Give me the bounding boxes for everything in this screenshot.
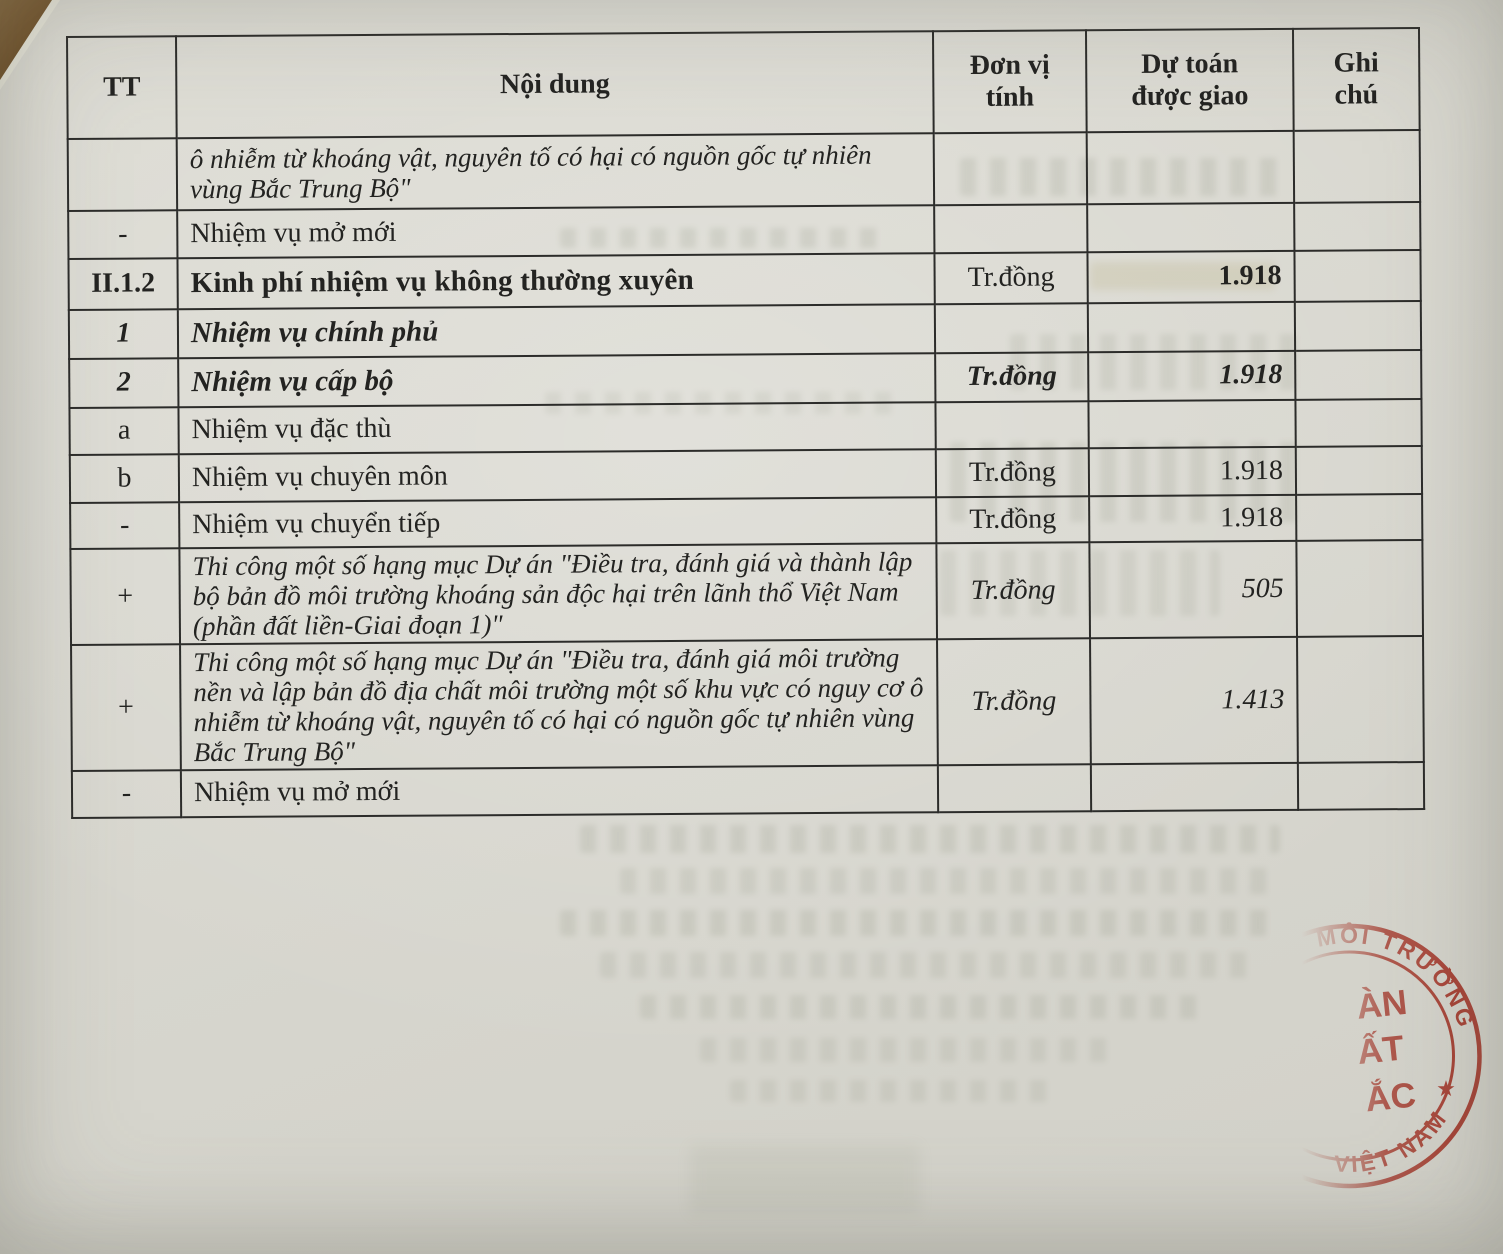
table-row: + Thi công một số hạng mục Dự án "Điều t… [71, 636, 1424, 771]
svg-text:ÀN: ÀN [1355, 982, 1409, 1027]
cell-tt: + [70, 548, 181, 645]
cell-don-vi [937, 764, 1092, 813]
cell-tt: + [71, 644, 181, 771]
cell-noi-dung: Thi công một số hạng mục Dự án "Điều tra… [179, 543, 938, 645]
header-cell-noi-dung: Nội dung [176, 31, 934, 139]
header-cell-du-toan: Dự toán được giao [1085, 28, 1294, 133]
cell-noi-dung: Thi công một số hạng mục Dự án "Điều tra… [180, 639, 938, 771]
cell-tt: - [68, 210, 178, 259]
official-stamp: MÔI TRƯỜNG VIỆT NAM ★ ÀN ẤT ẮC [1248, 921, 1482, 1189]
header-cell-tt: TT [67, 36, 177, 139]
table-row: + Thi công một số hạng mục Dự án "Điều t… [70, 540, 1424, 645]
cell-don-vi: Tr.đồng [937, 638, 1091, 766]
cell-ghi-chu [1294, 250, 1421, 302]
cell-du-toan: 505 [1089, 540, 1298, 639]
cell-ghi-chu [1295, 399, 1422, 447]
budget-table-wrap: TT Nội dung Đơn vị tính Dự toán được gia… [66, 27, 1425, 819]
cell-tt: - [70, 502, 180, 549]
table-row: ô nhiễm từ khoáng vật, nguyên tố có hại … [67, 130, 1421, 211]
cell-ghi-chu [1294, 202, 1421, 251]
cell-du-toan: 1.918 [1087, 250, 1295, 304]
cell-tt: b [69, 454, 180, 503]
cell-du-toan: 1.413 [1090, 636, 1298, 765]
cell-du-toan: 1.918 [1089, 494, 1297, 543]
cell-don-vi [934, 204, 1088, 254]
stamp-inner-ring [1248, 950, 1455, 1162]
cell-du-toan: 1.918 [1088, 350, 1296, 402]
stamp-star: ★ [1436, 1076, 1456, 1101]
cell-ghi-chu [1296, 494, 1423, 541]
cell-ghi-chu [1297, 762, 1425, 810]
cell-tt: 1 [68, 309, 179, 359]
cell-don-vi: Tr.đồng [934, 252, 1088, 305]
table-header-row: TT Nội dung Đơn vị tính Dự toán được gia… [67, 28, 1420, 139]
cell-ghi-chu [1295, 350, 1422, 400]
cell-don-vi: Tr.đồng [935, 352, 1089, 403]
cell-tt: II.1.2 [68, 258, 178, 310]
cell-du-toan [1086, 130, 1295, 205]
cell-noi-dung: Nhiệm vụ chuyên môn [178, 449, 937, 503]
cell-du-toan [1087, 301, 1296, 353]
table-row: - Nhiệm vụ mở mới [71, 762, 1425, 818]
cell-ghi-chu [1297, 636, 1424, 763]
header-cell-ghi-chu: Ghi chú [1292, 28, 1420, 131]
svg-text:ẮC: ẮC [1363, 1074, 1417, 1119]
stamp-center-text: ÀN ẤT ẮC [1355, 982, 1418, 1120]
cell-noi-dung: Kinh phí nhiệm vụ không thường xuyên [177, 253, 935, 310]
cell-noi-dung: Nhiệm vụ cấp bộ [178, 353, 936, 408]
header-cell-don-vi: Đơn vị tính [932, 30, 1087, 134]
table-row: 1 Nhiệm vụ chính phủ [68, 301, 1422, 359]
cell-tt: 2 [69, 358, 179, 408]
cell-du-toan: 1.918 [1088, 446, 1297, 497]
cell-ghi-chu [1296, 540, 1424, 637]
cell-ghi-chu [1295, 446, 1423, 495]
cell-tt: - [71, 770, 182, 818]
table-row: 2 Nhiệm vụ cấp bộ Tr.đồng 1.918 [69, 350, 1422, 408]
cell-don-vi: Tr.đồng [936, 496, 1090, 544]
cell-don-vi: Tr.đồng [935, 448, 1090, 498]
stamp-outer-ring [1248, 923, 1482, 1189]
svg-text:ẤT: ẤT [1355, 1027, 1406, 1072]
cell-noi-dung: Nhiệm vụ chính phủ [177, 304, 936, 359]
cell-ghi-chu [1294, 301, 1422, 351]
cell-du-toan [1090, 762, 1299, 812]
cell-noi-dung: Nhiệm vụ mở mới [180, 765, 939, 818]
budget-table: TT Nội dung Đơn vị tính Dự toán được gia… [66, 27, 1425, 819]
cell-tt: a [69, 407, 179, 455]
cell-du-toan [1088, 399, 1296, 449]
cell-don-vi [935, 401, 1089, 450]
cell-noi-dung: Nhiệm vụ đặc thù [178, 402, 936, 455]
cell-du-toan [1087, 202, 1295, 253]
cell-tt [67, 138, 178, 211]
cell-noi-dung: Nhiệm vụ chuyển tiếp [179, 497, 937, 549]
cell-noi-dung: ô nhiễm từ khoáng vật, nguyên tố có hại … [176, 133, 935, 211]
cell-don-vi: Tr.đồng [936, 542, 1091, 640]
cell-ghi-chu [1293, 130, 1421, 203]
cell-don-vi [933, 132, 1088, 206]
table-row: II.1.2 Kinh phí nhiệm vụ không thường xu… [68, 250, 1421, 310]
cell-don-vi [934, 303, 1089, 354]
cell-noi-dung: Nhiệm vụ mở mới [177, 205, 935, 259]
